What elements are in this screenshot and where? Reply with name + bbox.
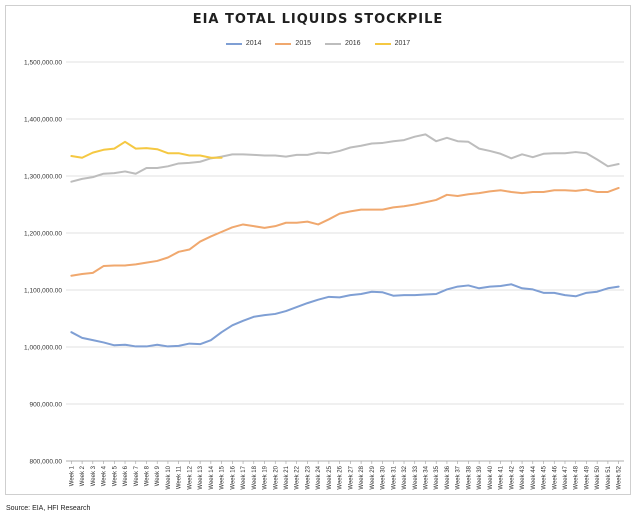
x-tick-label: Week 39 [477,465,483,489]
legend-label-2016: 2016 [345,40,361,47]
x-tick-label: Week 1 [69,465,75,486]
y-tick-label: 1,100,000.00 [24,288,62,295]
x-tick-label: Week 23 [305,465,311,489]
legend-label-2015: 2015 [295,40,311,47]
x-tick-label: Week 51 [606,465,612,489]
x-tick-label: Week 36 [445,465,451,489]
y-tick-label: 1,200,000.00 [24,231,62,238]
x-tick-label: Week 20 [273,465,279,489]
y-tick-label: 1,300,000.00 [24,174,62,181]
x-tick-label: Week 47 [563,465,569,489]
x-tick-label: Week 9 [155,465,161,486]
x-tick-label: Week 12 [187,465,193,489]
legend-item-2014: 2014 [225,40,262,47]
x-tick-label: Week 29 [370,465,376,489]
x-tick-label: Week 41 [499,465,505,489]
legend-swatch-2016 [325,42,341,45]
x-tick-label: Week 3 [91,465,97,486]
x-tick-label: Week 50 [595,465,601,489]
x-tick-label: Week 38 [466,465,472,489]
series-line-2015 [70,186,620,277]
x-tick-label: Week 17 [241,465,247,489]
x-tick-label: Week 10 [166,465,172,489]
x-tick-label: Week 22 [295,465,301,489]
x-tick-label: Week 26 [338,465,344,489]
x-tick-label: Week 33 [413,465,419,489]
x-tick-label: Week 35 [434,465,440,489]
legend-swatch-2015 [275,42,292,45]
x-tick-label: Week 28 [359,465,365,489]
x-tick-label: Week 14 [209,465,215,489]
x-tick-label: Week 7 [134,465,140,486]
y-tick-label: 1,500,000.00 [24,60,62,67]
x-tick-label: Week 18 [252,465,258,489]
x-tick-label: Week 42 [509,465,515,489]
y-tick-label: 800,000.00 [29,459,62,466]
x-tick-label: Week 27 [348,465,354,489]
chart-legend: 2014 2015 2016 2017 [6,40,630,47]
x-tick-label: Week 2 [80,465,86,486]
x-tick-label: Week 11 [177,465,183,489]
x-tick-label: Week 49 [584,465,590,489]
x-tick-label: Week 16 [230,465,236,489]
legend-label-2014: 2014 [245,40,262,47]
x-tick-label: Week 19 [263,465,269,489]
legend-swatch-2014 [225,42,242,45]
x-tick-label: Week 4 [102,465,108,486]
legend-label-2017: 2017 [394,40,411,47]
x-tick-label: Week 24 [316,465,322,489]
legend-swatch-2017 [374,42,391,45]
chart-title: EIA TOTAL LIQUIDS STOCKPILE [192,12,444,27]
legend-item-2017: 2017 [374,40,411,47]
x-tick-label: Week 48 [574,465,580,489]
x-tick-label: Week 8 [144,465,150,486]
y-tick-label: 1,400,000.00 [24,117,62,124]
x-tick-label: Week 37 [456,465,462,489]
x-tick-label: Week 31 [391,465,397,489]
x-tick-label: Week 6 [123,465,129,486]
x-tick-label: Week 43 [520,465,526,489]
legend-item-2016: 2016 [325,40,361,47]
y-tick-label: 900,000.00 [29,402,62,409]
x-tick-label: Week 5 [112,465,118,486]
chart-frame: EIA TOTAL LIQUIDS STOCKPILE 2014 2015 20… [5,5,631,495]
x-tick-label: Week 15 [220,465,226,489]
x-tick-label: Week 25 [327,465,333,489]
series-line-2014 [70,283,620,348]
x-tick-label: Week 40 [488,465,494,489]
x-tick-label: Week 44 [531,465,537,489]
x-tick-label: Week 34 [423,465,429,489]
series-line-2016 [70,133,620,183]
source-note: Source: EIA, HFI Research [6,505,91,512]
x-tick-label: Week 32 [402,465,408,489]
x-tick-label: Week 46 [552,465,558,489]
chart-plot: 800,000.00 900,000.00 1,000,000.00 1,100,00… [24,60,624,490]
x-tick-label: Week 52 [617,465,623,489]
x-tick-label: Week 30 [381,465,387,489]
y-tick-label: 1,000,000.00 [24,345,62,352]
series-line-2017 [70,140,223,159]
x-tick-label: Week 13 [198,465,204,489]
x-tick-label: Week 45 [542,465,548,489]
x-tick-label: Week 21 [284,465,290,489]
legend-item-2015: 2015 [275,40,311,47]
